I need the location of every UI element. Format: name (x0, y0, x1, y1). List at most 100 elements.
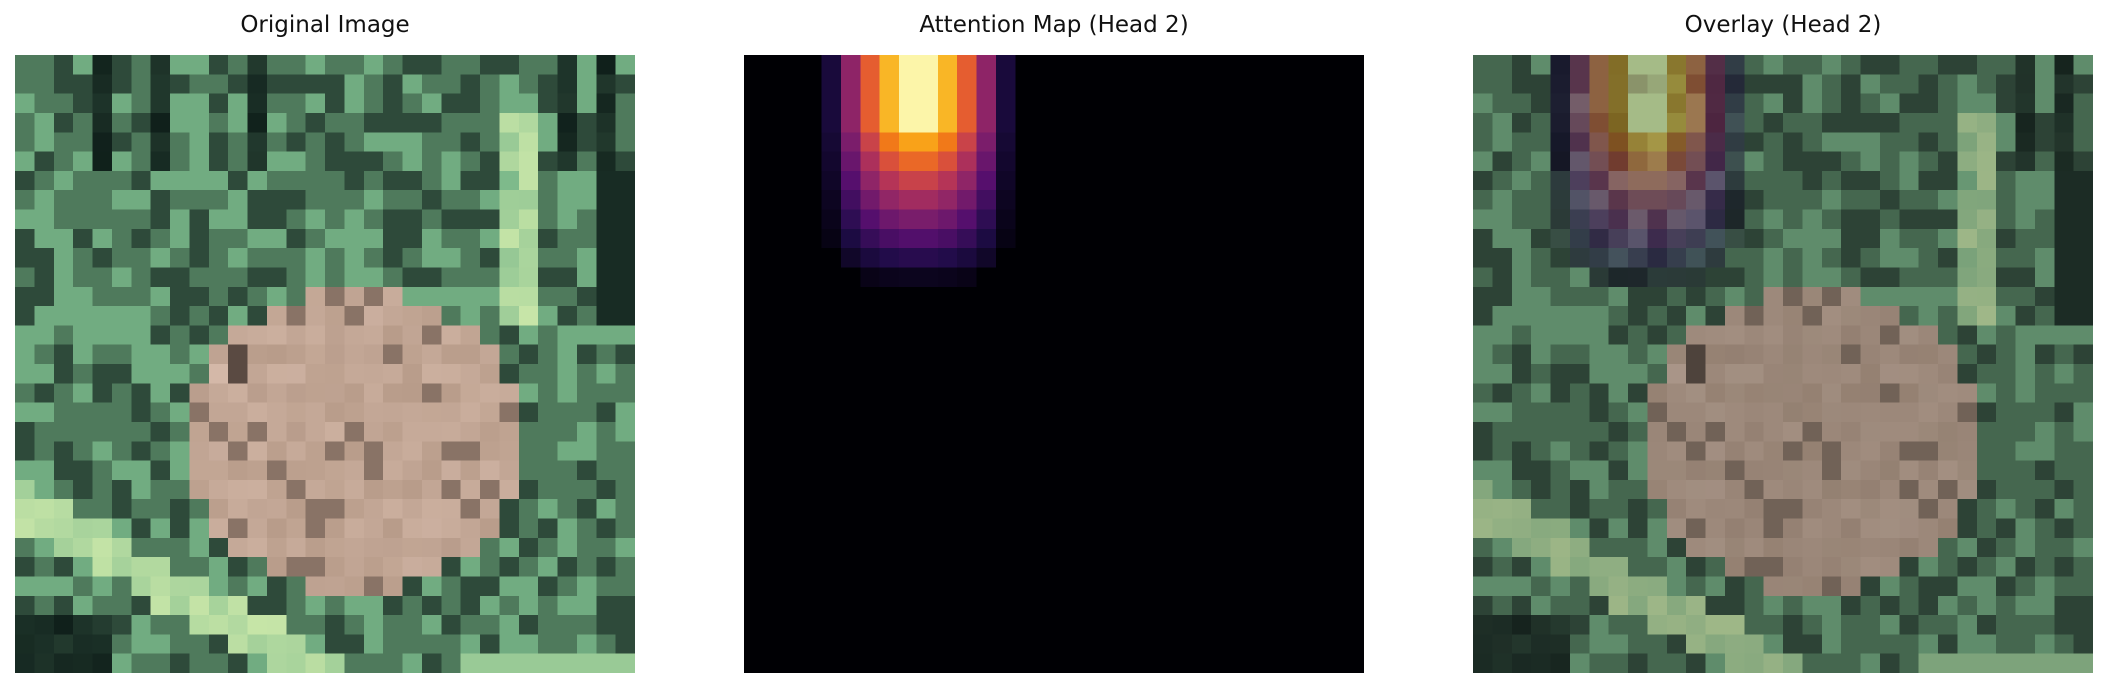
attention-pixel (976, 518, 997, 539)
original-pixel (170, 518, 190, 539)
attention-pixel (1054, 267, 1074, 288)
original-pixel (15, 344, 35, 365)
attention-pixel (1325, 518, 1346, 539)
original-pixel (247, 615, 268, 635)
attention-pixel (860, 286, 881, 307)
original-pixel (596, 74, 617, 95)
attention-pixel (1092, 267, 1113, 288)
overlay-pixel (1879, 595, 1900, 616)
original-pixel (170, 479, 190, 500)
original-pixel (538, 402, 558, 423)
overlay-pixel (1821, 595, 1842, 616)
overlay-pixel (1686, 151, 1706, 172)
overlay-pixel (1802, 634, 1823, 655)
attention-pixel (937, 209, 958, 230)
original-pixel (460, 306, 481, 326)
original-pixel (208, 479, 229, 500)
original-pixel (111, 634, 132, 655)
original-pixel (615, 286, 635, 307)
attention-pixel (1170, 112, 1191, 133)
original-pixel (189, 344, 210, 365)
overlay-pixel (1938, 460, 1958, 481)
original-pixel (557, 421, 578, 442)
attention-pixel (860, 615, 881, 635)
overlay-pixel (1511, 306, 1532, 326)
overlay-pixel (1899, 112, 1920, 133)
attention-pixel (1325, 615, 1346, 635)
attention-pixel (1112, 267, 1132, 288)
attention-pixel (763, 634, 784, 655)
original-pixel (111, 228, 132, 249)
attention-pixel (879, 286, 900, 307)
overlay-pixel (2073, 595, 2093, 616)
attention-pixel (899, 112, 919, 133)
overlay-pixel (1666, 112, 1687, 133)
attention-pixel (1267, 74, 1287, 95)
original-pixel (266, 499, 287, 519)
original-pixel (111, 595, 132, 616)
overlay-pixel (1647, 286, 1668, 307)
overlay-pixel (1666, 615, 1687, 635)
attention-pixel (782, 344, 803, 365)
overlay-pixel (2015, 306, 2036, 326)
attention-pixel (937, 112, 958, 133)
overlay-pixel (2015, 151, 2036, 172)
overlay-pixel (1511, 441, 1532, 461)
attention-pixel (744, 460, 764, 481)
overlay-pixel (2054, 344, 2075, 365)
original-pixel (383, 112, 403, 133)
attention-pixel (1247, 248, 1268, 268)
original-pixel (576, 286, 597, 307)
original-pixel (247, 576, 268, 597)
original-pixel (208, 93, 229, 114)
original-pixel (363, 576, 384, 597)
attention-pixel (1344, 267, 1364, 288)
original-pixel (208, 267, 229, 288)
overlay-pixel (1841, 595, 1861, 616)
original-pixel (557, 364, 578, 384)
attention-pixel (1189, 209, 1210, 230)
original-pixel (363, 228, 384, 249)
attention-pixel (1189, 460, 1210, 481)
original-pixel (15, 286, 35, 307)
overlay-pixel (1531, 170, 1551, 191)
original-pixel (557, 499, 578, 519)
overlay-pixel (1550, 383, 1571, 404)
attention-pixel (1344, 248, 1364, 268)
overlay-pixel (1899, 286, 1920, 307)
overlay-pixel (1531, 421, 1551, 442)
original-pixel (576, 421, 597, 442)
overlay-pixel (1783, 132, 1803, 152)
original-pixel (266, 402, 287, 423)
original-pixel (576, 634, 597, 655)
original-pixel (499, 576, 520, 597)
attention-pixel (821, 653, 842, 673)
attention-pixel (1189, 286, 1210, 307)
original-pixel (402, 364, 423, 384)
original-pixel (34, 209, 55, 230)
overlay-pixel (1550, 132, 1571, 152)
overlay-pixel (1686, 286, 1706, 307)
attention-pixel (957, 112, 977, 133)
attention-pixel (976, 248, 997, 268)
overlay-pixel (1531, 441, 1551, 461)
attention-pixel (879, 537, 900, 558)
overlay-pixel (1589, 383, 1610, 404)
original-pixel (228, 537, 248, 558)
original-pixel (538, 653, 558, 673)
overlay-pixel (1976, 576, 1997, 597)
original-pixel (363, 364, 384, 384)
attention-pixel (1073, 479, 1094, 500)
attention-pixel (1054, 402, 1074, 423)
attention-pixel (879, 306, 900, 326)
original-pixel (538, 364, 558, 384)
attention-pixel (1034, 190, 1055, 210)
original-pixel (325, 267, 345, 288)
overlay-pixel (1976, 190, 1997, 210)
attention-pixel (957, 248, 977, 268)
attention-pixel (1015, 132, 1036, 152)
original-pixel (344, 557, 365, 577)
attention-pixel (1170, 615, 1191, 635)
attention-pixel (782, 537, 803, 558)
overlay-pixel (1511, 132, 1532, 152)
